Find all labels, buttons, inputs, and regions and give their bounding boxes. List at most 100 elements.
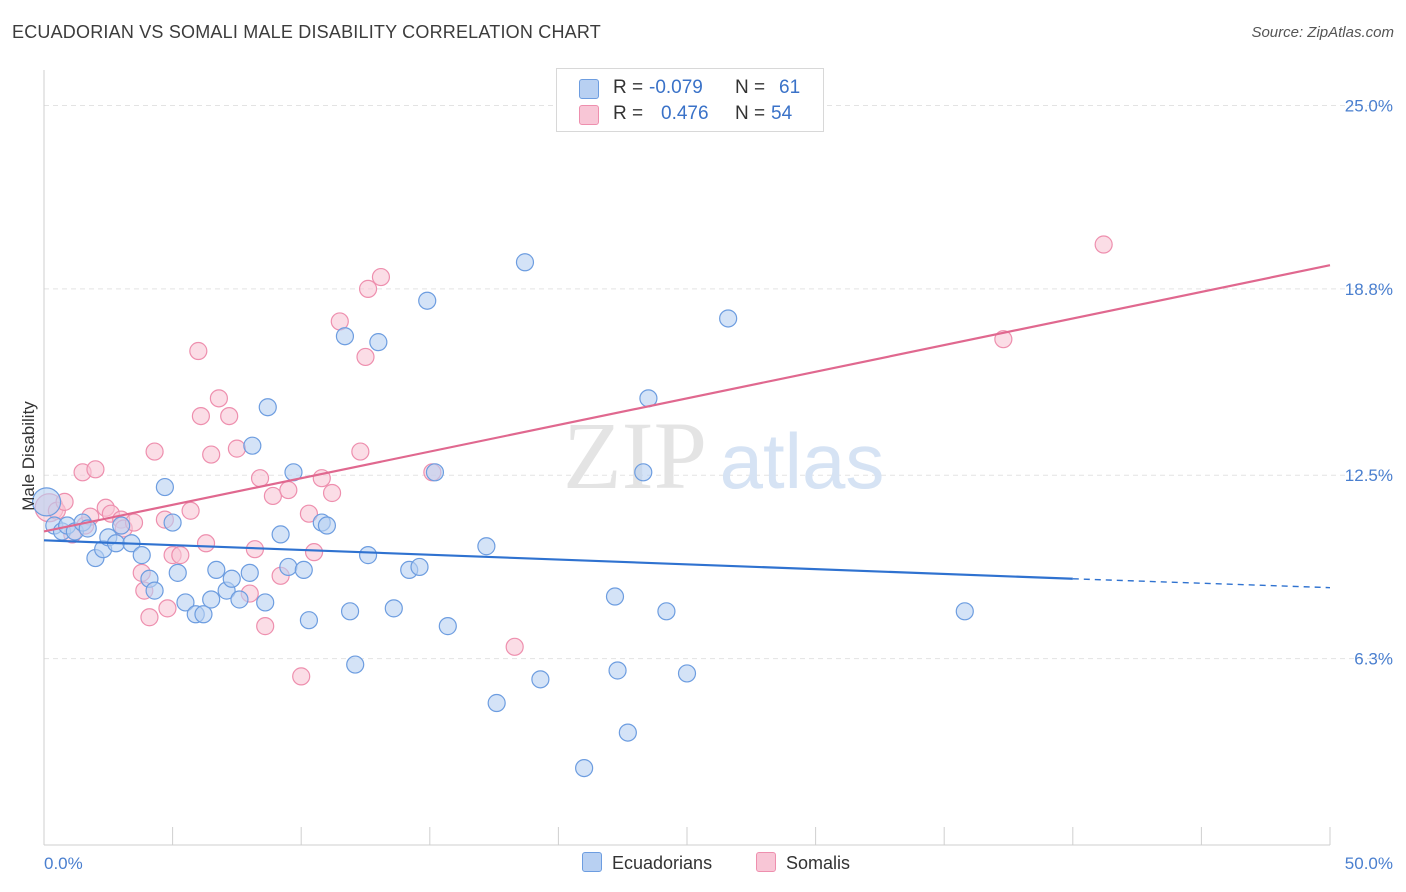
y-tick-label: 6.3% <box>1354 650 1393 669</box>
watermark: ZIP atlas <box>563 402 884 509</box>
somalis-point <box>994 330 1013 349</box>
legend-n-label: N = <box>735 103 766 124</box>
somalis-point <box>220 406 239 426</box>
somalis-point <box>191 406 210 426</box>
somalis-point <box>209 389 228 408</box>
somalis-point <box>256 617 275 636</box>
ecuadorians-point <box>477 537 496 556</box>
legend-row-ecuadorians: R = -0.079 N = 61 <box>557 75 823 101</box>
ecuadorians-point <box>410 557 429 577</box>
x-tick-labels: 0.0% 50.0% <box>44 854 1393 873</box>
ecuadorians-point <box>112 516 131 535</box>
legend-label-somalis: Somalis <box>786 853 851 873</box>
ecuadorians-point <box>299 611 319 630</box>
somalis-point <box>505 637 524 656</box>
somalis-point <box>171 546 190 565</box>
y-tick-label: 18.8% <box>1345 280 1393 299</box>
ecuadorians-point <box>31 487 62 517</box>
ecuadorians-point <box>575 758 594 778</box>
ecuadorians-point <box>317 516 337 535</box>
y-axis-label: Male Disability <box>19 401 38 511</box>
somalis-point <box>145 442 164 461</box>
somalis-point <box>358 279 378 298</box>
ecuadorians-point <box>207 560 226 580</box>
somalis-point <box>292 667 311 686</box>
legend-r-value: 0.476 <box>661 103 709 124</box>
somalis-point <box>304 543 324 562</box>
ecuadorians-point <box>418 291 437 310</box>
bottom-legend-ecuadorians: Ecuadorians <box>582 852 712 874</box>
ecuadorians-point <box>279 557 298 577</box>
ecuadorians-point <box>132 546 151 565</box>
ecuadorians-trend-extension <box>1072 578 1331 589</box>
ecuadorians-point <box>256 593 275 612</box>
ecuadorians-trend-line <box>43 539 1073 580</box>
ecuadorians-points <box>31 253 974 778</box>
ecuadorians-point <box>657 602 676 621</box>
legend-r-label: R = <box>613 103 644 124</box>
legend-n-label: N = <box>735 77 766 98</box>
somalis-point <box>189 341 208 361</box>
ecuadorians-point <box>487 693 506 713</box>
x-tick-label-max: 50.0% <box>1345 854 1393 873</box>
ecuadorians-point <box>605 587 625 606</box>
somalis-point <box>299 504 319 523</box>
ecuadorians-point <box>335 327 355 346</box>
ecuadorians-point <box>634 463 653 482</box>
ecuadorians-point <box>955 602 974 621</box>
ecuadorians-point <box>240 563 259 582</box>
axes <box>43 70 1331 846</box>
somalis-point <box>322 483 342 503</box>
trend-lines <box>43 264 1331 589</box>
legend-swatch-blue <box>582 852 602 872</box>
somalis-point <box>140 608 159 627</box>
ecuadorians-point <box>168 563 187 582</box>
legend-n-value: 61 <box>779 77 801 98</box>
ecuadorians-point <box>438 617 457 636</box>
ecuadorians-point <box>608 661 627 680</box>
somalis-point <box>371 267 391 287</box>
y-tick-labels: 6.3% 12.5% 18.8% 25.0% <box>1345 96 1393 668</box>
legend-n-value: 54 <box>771 103 793 124</box>
legend-label-ecuadorians: Ecuadorians <box>612 853 713 873</box>
somalis-point <box>263 486 283 506</box>
bottom-legend-somalis: Somalis <box>756 852 850 874</box>
somalis-point <box>202 445 221 464</box>
ecuadorians-point <box>294 560 313 580</box>
ecuadorians-point <box>531 670 550 689</box>
ecuadorians-point <box>155 477 174 497</box>
legend-r-value: -0.079 <box>649 77 703 98</box>
ecuadorians-point <box>202 590 221 609</box>
somalis-point <box>1094 235 1113 254</box>
ecuadorians-point <box>145 581 164 600</box>
ecuadorians-point <box>258 398 277 417</box>
ecuadorians-point <box>176 593 195 612</box>
somalis-point <box>86 460 105 479</box>
ecuadorians-point <box>243 436 262 455</box>
ecuadorians-point <box>163 513 182 532</box>
somalis-trend-line <box>43 264 1331 533</box>
ecuadorians-point <box>230 590 249 609</box>
ecuadorians-point <box>618 723 637 742</box>
legend-swatch-pink <box>579 105 599 125</box>
ecuadorians-point <box>719 309 738 328</box>
chart-title: ECUADORIAN VS SOMALI MALE DISABILITY COR… <box>12 22 601 42</box>
legend-r-label: R = <box>613 77 644 98</box>
source-label: Source: ZipAtlas.com <box>1251 24 1394 41</box>
ecuadorians-point <box>340 602 360 621</box>
ecuadorians-point <box>222 569 241 588</box>
x-tick-label-min: 0.0% <box>44 854 83 873</box>
somalis-point <box>279 480 298 500</box>
correlation-legend: R = -0.079 N = 61 R = 0.476 N = 54 <box>556 68 824 132</box>
ecuadorians-point <box>346 655 365 674</box>
ecuadorians-point <box>271 525 290 544</box>
ecuadorians-point <box>677 664 697 683</box>
ecuadorians-point <box>358 546 378 565</box>
somalis-point <box>356 347 375 367</box>
somalis-point <box>158 599 177 618</box>
somalis-point <box>351 442 370 461</box>
watermark-atlas: atlas <box>720 417 885 505</box>
ecuadorians-point <box>369 333 388 352</box>
legend-swatch-pink <box>756 852 776 872</box>
